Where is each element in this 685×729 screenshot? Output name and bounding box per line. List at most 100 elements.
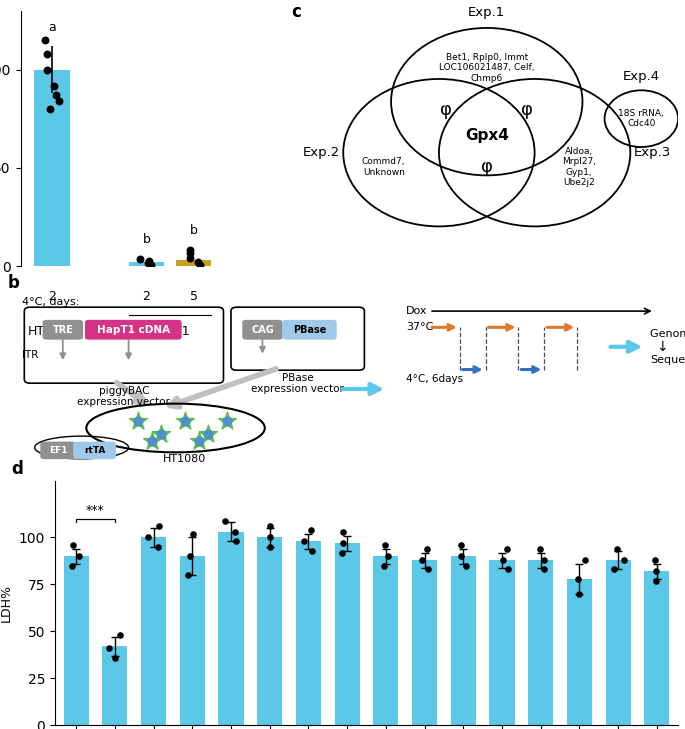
Text: φ: φ bbox=[440, 101, 452, 119]
Point bbox=[306, 524, 317, 536]
Text: HT1080: HT1080 bbox=[27, 325, 77, 338]
Point bbox=[156, 429, 167, 440]
Text: PBase: PBase bbox=[292, 324, 326, 335]
Text: 37°C: 37°C bbox=[406, 322, 433, 332]
Point bbox=[156, 429, 167, 440]
Point bbox=[609, 564, 620, 575]
Point bbox=[185, 252, 196, 264]
Point bbox=[144, 255, 155, 267]
Text: Exp.4: Exp.4 bbox=[623, 70, 660, 83]
FancyBboxPatch shape bbox=[85, 320, 182, 340]
Point bbox=[114, 629, 125, 641]
Bar bbox=[219, 532, 244, 725]
Text: φ: φ bbox=[521, 101, 533, 119]
Point bbox=[222, 416, 233, 427]
Text: Bet1, Rplp0, Immt
LOC106021487, Celf,
Chmp6: Bet1, Rplp0, Immt LOC106021487, Celf, Ch… bbox=[439, 52, 534, 82]
Point bbox=[378, 560, 389, 572]
Point bbox=[416, 554, 427, 566]
Point bbox=[498, 554, 509, 566]
Point bbox=[142, 257, 153, 269]
Point bbox=[184, 244, 195, 256]
Text: HapT1: HapT1 bbox=[150, 325, 190, 338]
Point bbox=[573, 573, 584, 585]
Point bbox=[48, 79, 59, 91]
Y-axis label: LDH%: LDH% bbox=[0, 584, 13, 623]
Point bbox=[231, 535, 242, 547]
Point bbox=[203, 429, 214, 440]
Text: d: d bbox=[11, 460, 23, 477]
Point bbox=[382, 550, 393, 562]
Point bbox=[41, 64, 52, 76]
Text: Genomic PCR: Genomic PCR bbox=[650, 329, 685, 339]
Point bbox=[380, 539, 391, 551]
Text: b: b bbox=[8, 274, 19, 292]
Text: CAG: CAG bbox=[251, 324, 274, 335]
Point bbox=[264, 521, 275, 532]
Text: Exp.3: Exp.3 bbox=[634, 147, 671, 159]
Text: Commd7,
Unknown: Commd7, Unknown bbox=[362, 157, 406, 176]
Text: 2: 2 bbox=[48, 289, 56, 303]
Text: Aldoa,
Mrpl27,
Gyp1,
Ube2j2: Aldoa, Mrpl27, Gyp1, Ube2j2 bbox=[562, 147, 596, 187]
Bar bbox=[102, 647, 127, 725]
Bar bbox=[412, 560, 437, 725]
Text: 5: 5 bbox=[190, 289, 198, 303]
Point bbox=[135, 254, 146, 265]
Point bbox=[66, 560, 77, 572]
Point bbox=[580, 554, 590, 566]
Bar bbox=[645, 572, 669, 725]
Text: EF1: EF1 bbox=[49, 446, 67, 455]
Point bbox=[264, 541, 275, 553]
Bar bbox=[64, 556, 88, 725]
Point bbox=[612, 543, 623, 555]
Point bbox=[132, 416, 143, 427]
Bar bbox=[528, 560, 553, 725]
Bar bbox=[34, 70, 70, 266]
Point bbox=[534, 543, 545, 555]
Point bbox=[184, 550, 195, 562]
Point bbox=[220, 515, 231, 526]
Point bbox=[179, 416, 190, 427]
Point bbox=[68, 539, 79, 551]
Point bbox=[299, 535, 310, 547]
Text: c: c bbox=[292, 3, 301, 20]
Point bbox=[194, 435, 205, 447]
FancyBboxPatch shape bbox=[242, 320, 283, 340]
Point bbox=[53, 95, 64, 107]
Point bbox=[456, 550, 466, 562]
FancyBboxPatch shape bbox=[42, 320, 83, 340]
Point bbox=[651, 566, 662, 577]
Point bbox=[45, 104, 55, 115]
Point bbox=[501, 543, 512, 555]
Bar bbox=[129, 262, 164, 266]
Bar bbox=[334, 543, 360, 725]
Bar bbox=[566, 579, 592, 725]
Point bbox=[194, 435, 205, 447]
Point bbox=[423, 564, 434, 575]
Point bbox=[573, 588, 584, 600]
Point bbox=[110, 652, 121, 663]
Text: a: a bbox=[48, 21, 56, 34]
Point bbox=[153, 521, 164, 532]
Point bbox=[41, 48, 52, 60]
Text: Exp.2: Exp.2 bbox=[302, 147, 340, 159]
Text: 2: 2 bbox=[142, 289, 151, 303]
Point bbox=[40, 34, 51, 46]
Point bbox=[103, 642, 114, 654]
Text: ITR: ITR bbox=[22, 350, 38, 360]
Point bbox=[456, 539, 467, 551]
Text: TRE: TRE bbox=[52, 324, 73, 335]
Text: Sequencing: Sequencing bbox=[650, 355, 685, 364]
FancyBboxPatch shape bbox=[40, 442, 76, 459]
Text: Gpx4: Gpx4 bbox=[465, 128, 509, 143]
Point bbox=[179, 416, 190, 427]
Text: 4°C, 6days: 4°C, 6days bbox=[406, 374, 463, 384]
Point bbox=[147, 435, 158, 447]
Point bbox=[651, 575, 662, 587]
Bar bbox=[489, 560, 514, 725]
Point bbox=[188, 528, 199, 539]
Point bbox=[502, 564, 513, 575]
Text: b: b bbox=[142, 233, 151, 246]
Text: Dox: Dox bbox=[406, 306, 427, 316]
Point bbox=[73, 550, 84, 562]
Bar bbox=[257, 537, 282, 725]
